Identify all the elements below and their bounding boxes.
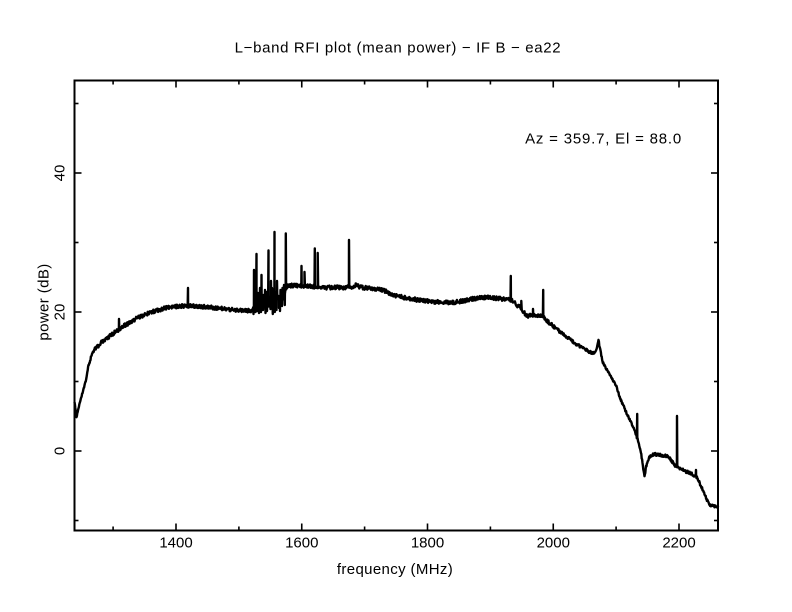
svg-text:1400: 1400 <box>159 535 192 552</box>
svg-text:40: 40 <box>52 165 69 182</box>
svg-text:Az = 359.7, El = 88.0: Az = 359.7, El = 88.0 <box>525 131 682 148</box>
svg-text:L−band RFI plot (mean power) −: L−band RFI plot (mean power) − IF B − ea… <box>235 40 562 57</box>
svg-text:frequency (MHz): frequency (MHz) <box>337 561 453 578</box>
svg-text:1800: 1800 <box>411 535 444 552</box>
svg-text:power (dB): power (dB) <box>36 263 53 340</box>
svg-text:20: 20 <box>52 304 69 321</box>
svg-text:2000: 2000 <box>537 535 570 552</box>
svg-text:0: 0 <box>52 447 69 455</box>
svg-text:1600: 1600 <box>285 535 318 552</box>
svg-text:2200: 2200 <box>662 535 695 552</box>
